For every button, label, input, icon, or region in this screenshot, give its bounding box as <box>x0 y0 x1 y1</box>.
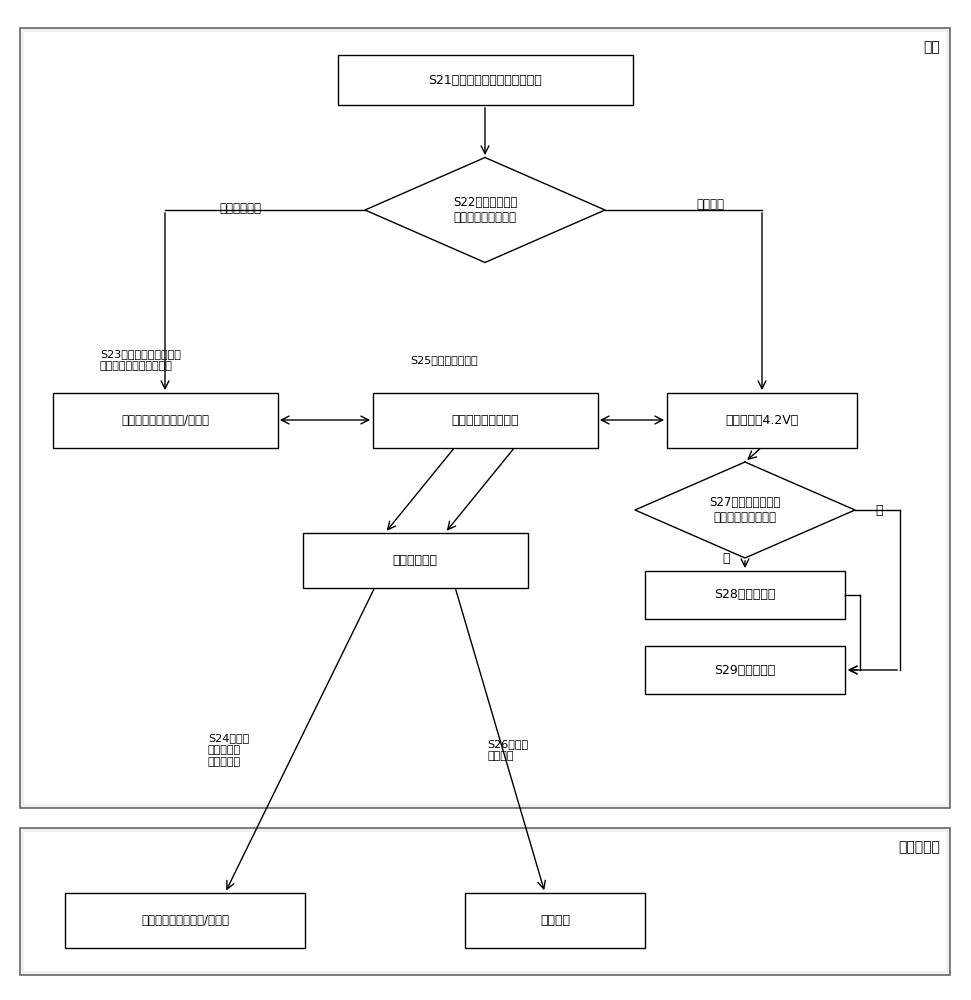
Text: 电源及通讨管理模块: 电源及通讨管理模块 <box>452 414 519 426</box>
Text: 传输数据模式: 传输数据模式 <box>219 202 261 215</box>
Bar <box>465 892 645 948</box>
Polygon shape <box>635 462 855 558</box>
Bar <box>20 828 950 975</box>
Text: 否: 否 <box>875 504 883 516</box>
Bar <box>645 646 845 694</box>
Text: S29，继续放电: S29，继续放电 <box>715 664 776 676</box>
Text: 手机电池（4.2V）: 手机电池（4.2V） <box>725 414 798 426</box>
Bar <box>303 532 527 587</box>
Text: S25，获取输出电量: S25，获取输出电量 <box>410 355 478 365</box>
Polygon shape <box>365 157 605 262</box>
Text: 是: 是 <box>722 552 730 564</box>
Text: 可伸缩传输线: 可伸缩传输线 <box>392 554 438 566</box>
Bar <box>373 392 597 448</box>
Text: 另一台手机: 另一台手机 <box>898 840 940 854</box>
Bar <box>645 571 845 619</box>
Text: S26，传输
输出电量: S26，传输 输出电量 <box>487 739 528 761</box>
Bar <box>338 55 632 105</box>
Text: S21，获取用户当前选择的模式: S21，获取用户当前选择的模式 <box>428 74 542 87</box>
Text: 手机儲存装置（内存/硬盘）: 手机儲存装置（内存/硬盘） <box>121 414 209 426</box>
Text: 放电模式: 放电模式 <box>696 198 724 212</box>
Text: S27，判断本机当前
电量是否小于设定値: S27，判断本机当前 电量是否小于设定値 <box>709 496 781 524</box>
Text: S23，获取本地数据，或
者接收外部数据，并保存: S23，获取本地数据，或 者接收外部数据，并保存 <box>100 349 181 371</box>
Text: 手机: 手机 <box>923 40 940 54</box>
Text: S28，停止放电: S28，停止放电 <box>715 588 776 601</box>
Bar <box>20 28 950 808</box>
Text: S22，当前选择的
模式是否为放电模式: S22，当前选择的 模式是否为放电模式 <box>452 196 518 224</box>
Text: 手机存储装置（内存/硬盘）: 手机存储装置（内存/硬盘） <box>141 914 229 926</box>
Bar <box>65 892 305 948</box>
Text: 手机电池: 手机电池 <box>540 914 570 926</box>
Bar <box>52 392 278 448</box>
Bar <box>24 32 946 804</box>
Text: S24，传输
本地数据或
者外部数据: S24，传输 本地数据或 者外部数据 <box>208 733 250 767</box>
Bar <box>667 392 857 448</box>
Bar <box>24 832 946 971</box>
